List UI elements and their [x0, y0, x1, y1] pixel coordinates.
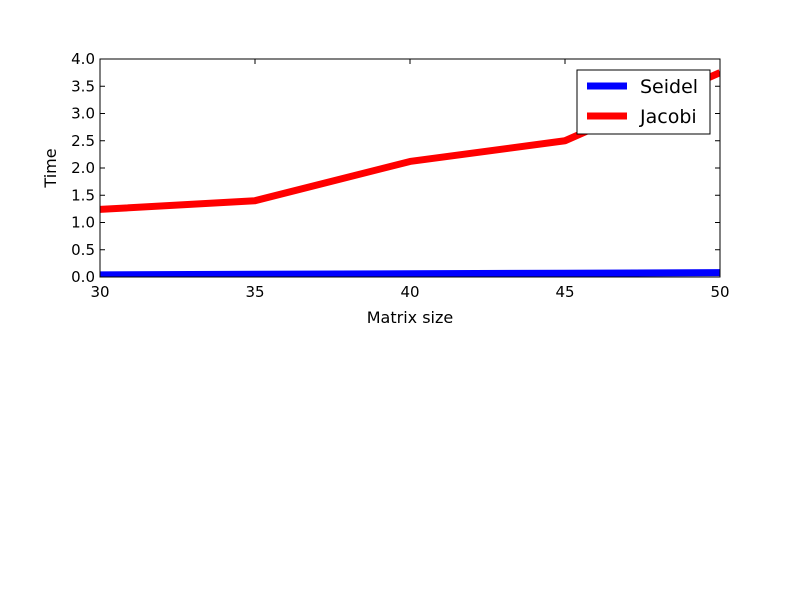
legend-label-jacobi: Jacobi: [639, 106, 697, 128]
y-tick-label: 2.0: [71, 159, 95, 177]
x-axis-label: Matrix size: [367, 308, 453, 327]
x-tick-label: 40: [400, 283, 419, 301]
y-tick-label: 0.5: [71, 241, 95, 259]
y-tick-label: 2.5: [71, 132, 95, 150]
legend: Seidel Jacobi: [576, 69, 711, 135]
x-axis: 30 35 40 45 50: [90, 59, 730, 301]
y-axis-label: Time: [41, 148, 60, 188]
y-tick-label: 1.5: [71, 186, 95, 204]
legend-box: [576, 69, 711, 135]
x-tick-label: 35: [245, 283, 264, 301]
x-tick-label: 45: [555, 283, 574, 301]
y-tick-label: 0.0: [71, 268, 95, 286]
y-tick-label: 1.0: [71, 214, 95, 232]
y-tick-label: 3.5: [71, 77, 95, 95]
plot-frame: [99, 58, 721, 278]
y-axis: 0.0 0.5 1.0 1.5 2.0 2.5 3.0 3.5 4.0: [71, 50, 720, 286]
x-tick-label: 30: [90, 283, 109, 301]
y-tick-label: 4.0: [71, 50, 95, 68]
y-tick-label: 3.0: [71, 105, 95, 123]
x-tick-label: 50: [710, 283, 729, 301]
series-line-seidel: [100, 269, 720, 277]
legend-label-seidel: Seidel: [640, 76, 698, 98]
